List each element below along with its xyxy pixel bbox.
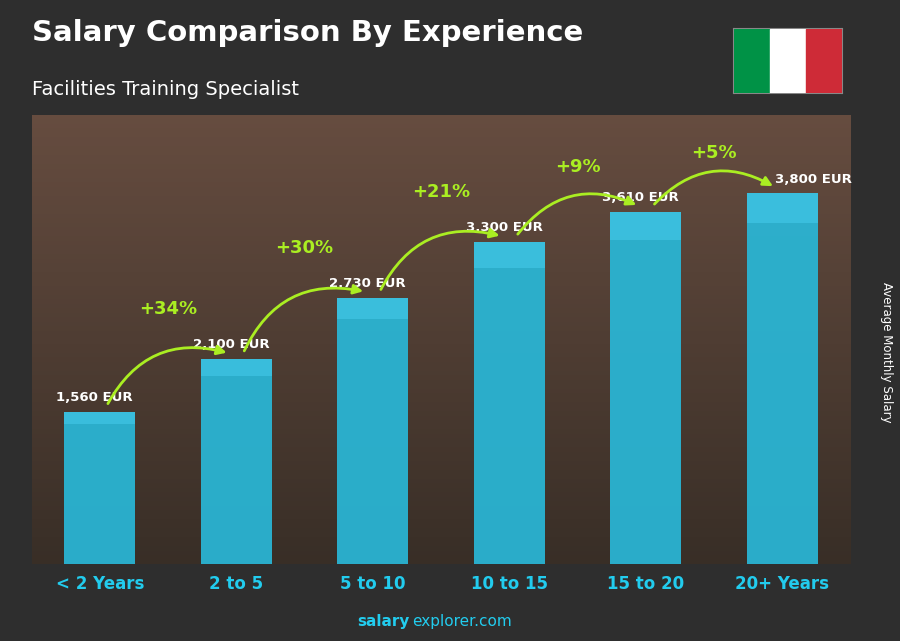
Text: 1,560 EUR: 1,560 EUR bbox=[56, 391, 132, 404]
Bar bbox=[747, 194, 818, 564]
Bar bbox=[64, 412, 135, 424]
Text: Facilities Training Specialist: Facilities Training Specialist bbox=[32, 80, 299, 99]
Bar bbox=[770, 29, 806, 93]
Text: Salary Comparison By Experience: Salary Comparison By Experience bbox=[32, 19, 583, 47]
Text: 3,300 EUR: 3,300 EUR bbox=[465, 221, 543, 235]
Bar bbox=[734, 29, 770, 93]
Bar bbox=[201, 359, 272, 376]
Bar bbox=[201, 359, 272, 564]
Text: +5%: +5% bbox=[691, 144, 737, 162]
Bar bbox=[64, 412, 135, 564]
Text: 2,730 EUR: 2,730 EUR bbox=[329, 277, 406, 290]
Bar bbox=[338, 298, 409, 319]
Text: 2,100 EUR: 2,100 EUR bbox=[193, 338, 269, 351]
Bar bbox=[610, 212, 681, 564]
Text: salary: salary bbox=[357, 615, 410, 629]
Text: 3,800 EUR: 3,800 EUR bbox=[776, 172, 852, 186]
Text: 3,610 EUR: 3,610 EUR bbox=[602, 191, 679, 204]
Text: +34%: +34% bbox=[139, 300, 197, 319]
Bar bbox=[806, 29, 842, 93]
Bar bbox=[610, 212, 681, 240]
Bar bbox=[473, 242, 544, 268]
Text: +30%: +30% bbox=[275, 239, 334, 257]
Bar bbox=[338, 298, 409, 564]
Text: Average Monthly Salary: Average Monthly Salary bbox=[880, 282, 893, 423]
Bar bbox=[747, 194, 818, 223]
Text: explorer.com: explorer.com bbox=[412, 615, 512, 629]
Text: +21%: +21% bbox=[412, 183, 470, 201]
Bar bbox=[473, 242, 544, 564]
Text: +9%: +9% bbox=[554, 158, 600, 176]
